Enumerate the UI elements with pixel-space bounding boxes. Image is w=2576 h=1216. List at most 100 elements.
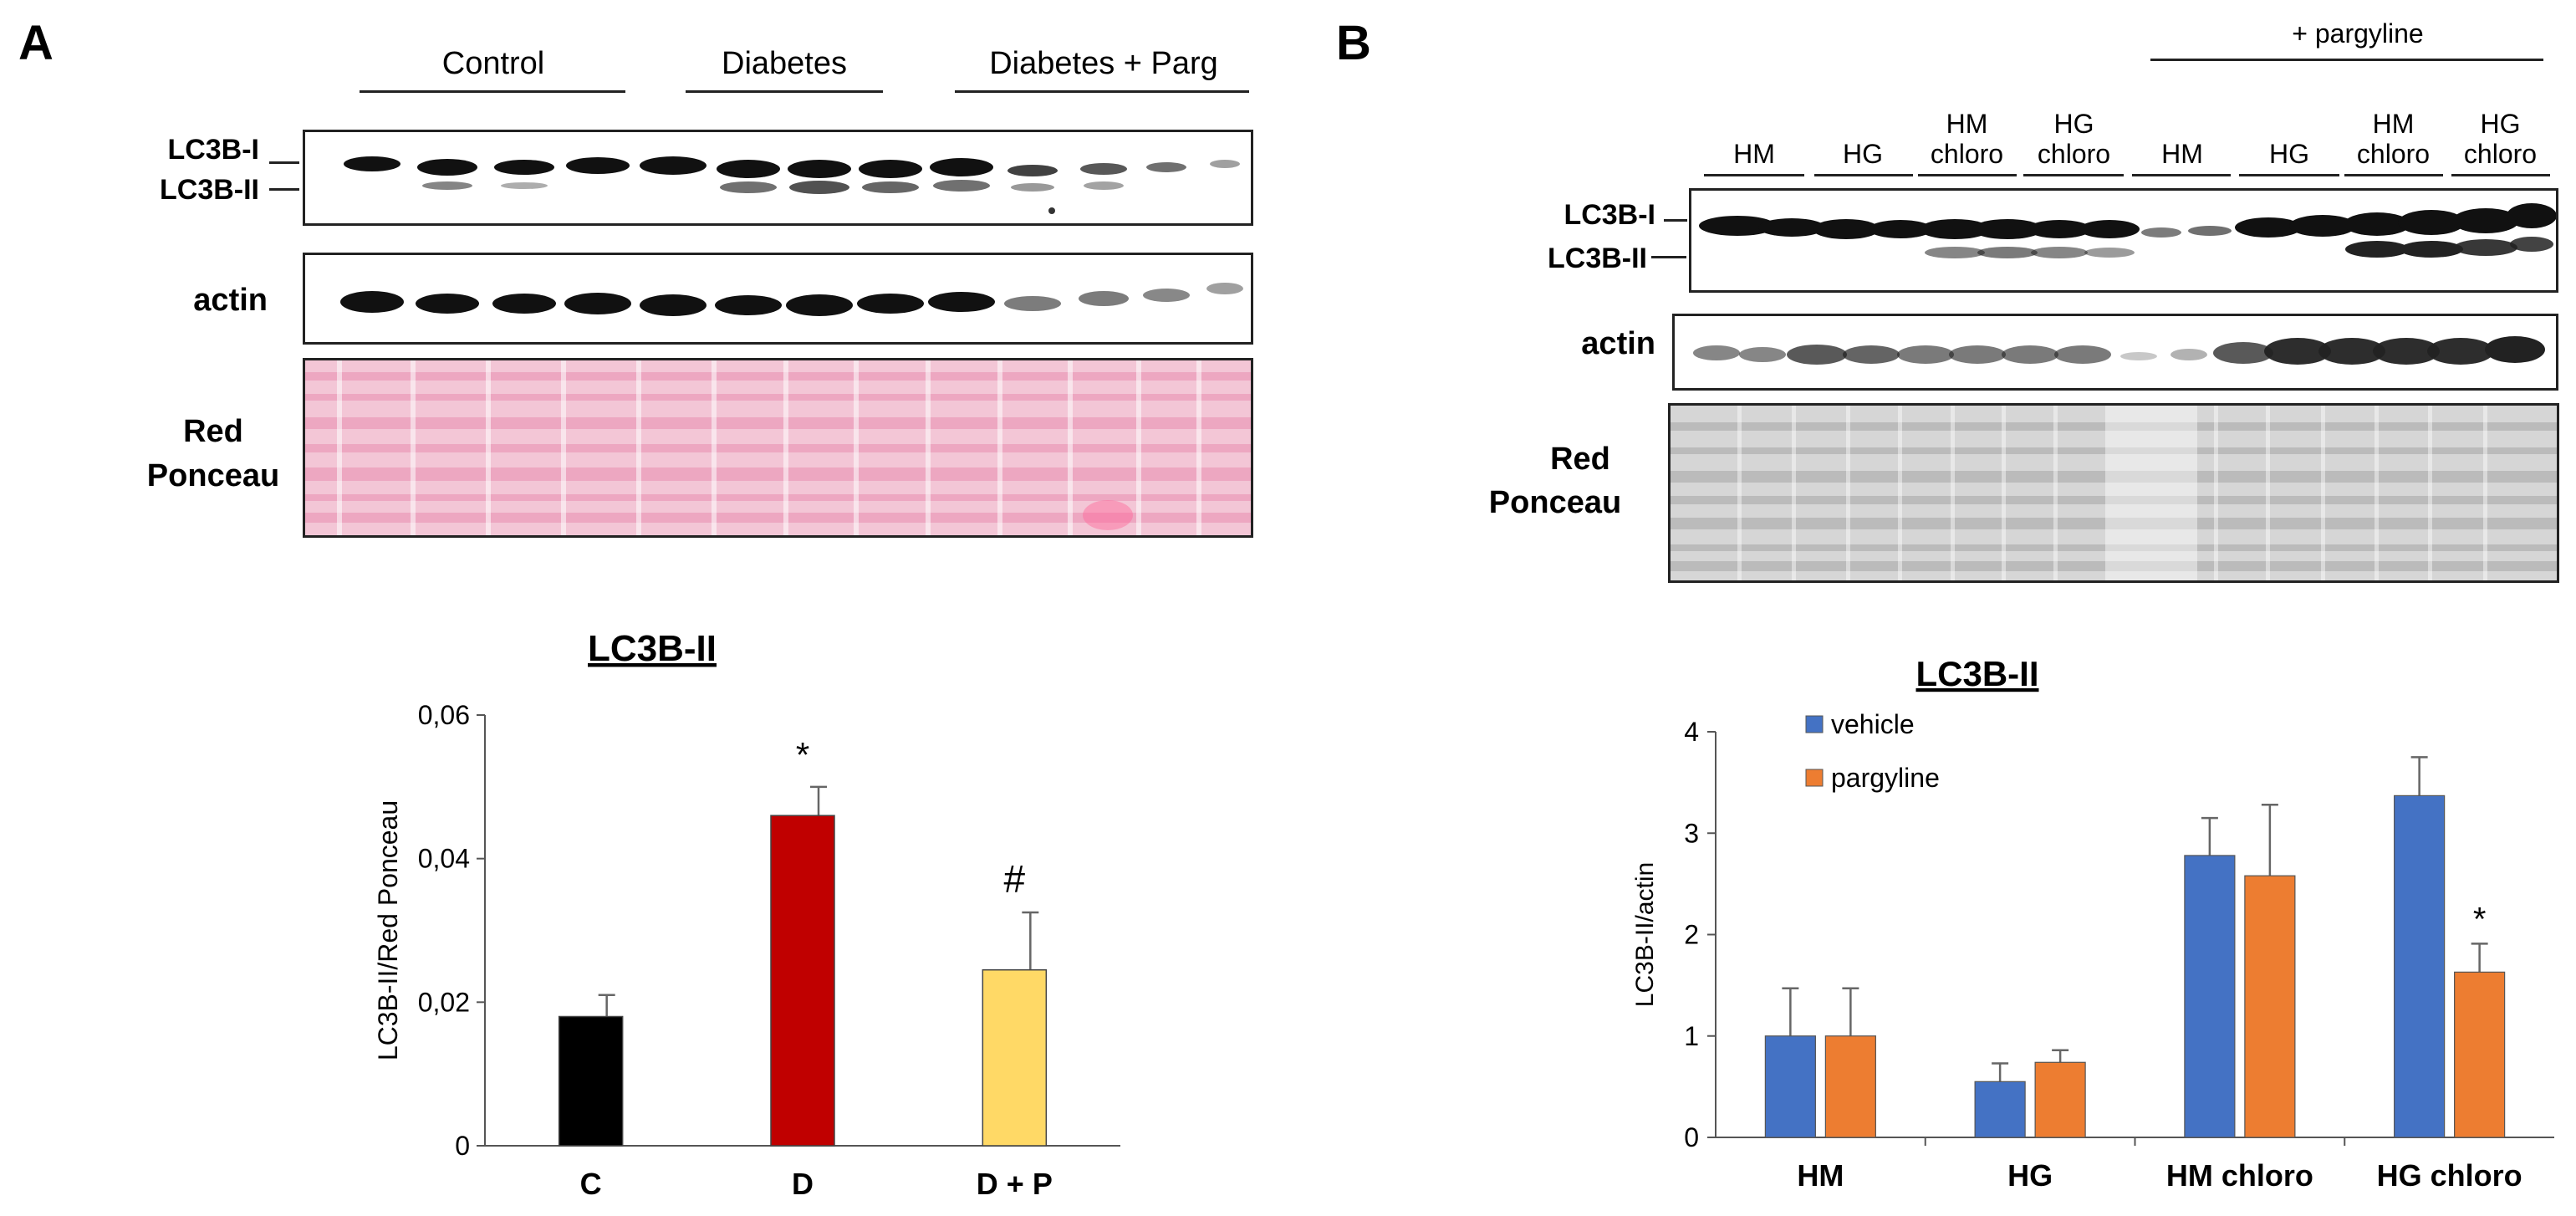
chart-b-title: LC3B-II	[1916, 654, 2039, 693]
chart-b-xtick-label: HG chloro	[2377, 1158, 2522, 1193]
group-line-diabetes	[686, 90, 883, 93]
blot-b-lc3b-ii-tick	[1651, 256, 1686, 258]
lane-line-1	[1704, 174, 1804, 176]
lane-label-5: HM	[2132, 141, 2232, 167]
blot-a-actin-label: actin	[193, 283, 268, 318]
blot-a-lc3b-i-label: LC3B-I	[167, 134, 259, 166]
lane-label-8: HG chloro	[2448, 109, 2553, 169]
lane-label-7: HM chloro	[2341, 109, 2446, 169]
group-line-control	[360, 90, 625, 93]
chart-b-ylabel: LC3B-II/actin	[1631, 862, 1659, 1007]
lane-label-8-l1: HG	[2480, 109, 2521, 139]
blot-b-lc3b-ii-label: LC3B-II	[1548, 243, 1647, 274]
lane-label-2-l1: HG	[1843, 139, 1883, 169]
lane-line-4	[2023, 174, 2124, 176]
lane-line-5	[2132, 174, 2231, 176]
blot-a-lc3b-i-tick	[269, 161, 299, 164]
lane-label-3: HM chloro	[1915, 109, 2019, 169]
lane-label-8-l2: chloro	[2463, 139, 2538, 169]
blot-b-actin-bands	[1693, 336, 2545, 365]
lane-label-3-l2: chloro	[1930, 139, 2004, 169]
blot-b-ponceau-stain	[1671, 406, 2557, 580]
blot-b-ponceau	[1668, 403, 2559, 583]
group-label-diabetes-parg: Diabetes + Parg	[989, 46, 1218, 81]
blot-b-actin	[1672, 314, 2558, 391]
chart-b: LC3B-II 0 1 2 3 4 LC3B-II/actin HM HG HM chloro * H…	[1631, 654, 2554, 1193]
blot-a-ponceau-label-1: Red	[183, 414, 243, 449]
lane-label-7-l1: HM	[2372, 109, 2415, 139]
lane-line-2	[1814, 174, 1913, 176]
chart-b-bar-pargyline	[2244, 875, 2296, 1138]
lane-label-4: HG chloro	[2022, 109, 2126, 169]
lane-line-8	[2451, 174, 2550, 176]
chart-a-annotation: *	[796, 735, 809, 774]
blot-a-ponceau	[303, 358, 1253, 538]
blot-b-lc3b-bands	[1699, 203, 2557, 258]
blot-a-ponceau-label-2: Ponceau	[146, 458, 280, 493]
chart-a-ytick-label: 0,04	[418, 844, 470, 874]
blot-b-lc3b-i-tick	[1664, 219, 1687, 222]
chart-b-ytick-label: 0	[1684, 1122, 1699, 1152]
blot-b-actin-label: actin	[1581, 326, 1655, 361]
chart-b-bar-vehicle	[1764, 1035, 1816, 1138]
blot-a-lc3b-bands	[344, 156, 1240, 214]
chart-a: LC3B-II 0 0,02 0,04 0,06 LC3B-II/Red Ponceau C…	[373, 628, 1120, 1201]
lane-label-1-l1: HM	[1733, 139, 1775, 169]
group-line-diabetes-parg	[955, 90, 1249, 93]
chart-a-ytick-label: 0	[455, 1131, 470, 1161]
chart-a-bar-C	[558, 1015, 624, 1147]
lane-label-6: HG	[2239, 141, 2339, 167]
lane-label-3-l1: HM	[1946, 109, 1988, 139]
chart-b-ytick-label: 1	[1684, 1021, 1699, 1051]
blot-b-ponceau-label-2: Ponceau	[1488, 485, 1622, 520]
blot-a-actin-bands	[340, 283, 1243, 316]
pargyline-header-label: + pargyline	[2292, 18, 2424, 49]
group-label-diabetes: Diabetes	[722, 46, 847, 81]
lane-label-4-l2: chloro	[2037, 139, 2111, 169]
lane-label-7-l2: chloro	[2356, 139, 2431, 169]
chart-b-legend-swatch	[1805, 715, 1824, 733]
lane-line-7	[2344, 174, 2443, 176]
lane-label-2: HG	[1813, 141, 1913, 167]
panel-b-letter: B	[1336, 16, 1371, 70]
lane-line-3	[1918, 174, 2017, 176]
chart-b-xtick-label: HG	[2007, 1158, 2053, 1193]
blot-a-ponceau-stain	[305, 360, 1251, 535]
chart-b-bar-pargyline	[1824, 1035, 1876, 1138]
lane-line-6	[2239, 174, 2339, 176]
blot-a-actin	[303, 253, 1253, 345]
chart-b-ytick-label: 4	[1684, 717, 1699, 747]
chart-a-bar-D + P	[982, 968, 1048, 1147]
chart-a-title: LC3B-II	[588, 628, 717, 669]
chart-b-legend-swatch	[1805, 769, 1824, 787]
blot-a-lc3b-ii-label: LC3B-II	[160, 174, 259, 206]
chart-b-bar-vehicle	[1974, 1081, 2026, 1138]
chart-b-legend-label: vehicle	[1831, 709, 1915, 739]
chart-a-ylabel: LC3B-II/Red Ponceau	[373, 800, 403, 1060]
chart-b-bar-vehicle	[2184, 855, 2236, 1138]
pargyline-header-line	[2150, 59, 2543, 61]
chart-a-xtick-label: D	[792, 1167, 814, 1201]
chart-a-ytick-label: 0,06	[418, 700, 470, 730]
chart-a-annotation: #	[1004, 857, 1026, 901]
chart-a-xtick-label: D + P	[977, 1167, 1053, 1201]
chart-a-bar-D	[770, 815, 835, 1147]
chart-b-bar-vehicle	[2394, 794, 2446, 1138]
chart-b-xtick-label: HM	[1797, 1158, 1844, 1193]
blot-b-lc3b	[1689, 188, 2558, 293]
chart-b-bar-pargyline	[2454, 971, 2506, 1138]
chart-b-xtick-label: HM chloro	[2166, 1158, 2313, 1193]
chart-b-ytick-label: 2	[1684, 920, 1699, 950]
chart-b-ytick-label: 3	[1684, 818, 1699, 848]
chart-a-ytick-label: 0,02	[418, 987, 470, 1017]
panel-a-letter: A	[18, 16, 54, 70]
chart-b-bar-pargyline	[2034, 1061, 2086, 1138]
blot-a-lc3b	[303, 130, 1253, 226]
blot-b-lc3b-i-label: LC3B-I	[1563, 199, 1655, 231]
lane-label-4-l1: HG	[2053, 109, 2094, 139]
lane-label-6-l1: HG	[2269, 139, 2309, 169]
lane-label-5-l1: HM	[2161, 139, 2203, 169]
group-label-control: Control	[441, 46, 545, 81]
chart-b-annotation: *	[2473, 901, 2487, 938]
chart-b-legend-label: pargyline	[1831, 763, 1940, 793]
